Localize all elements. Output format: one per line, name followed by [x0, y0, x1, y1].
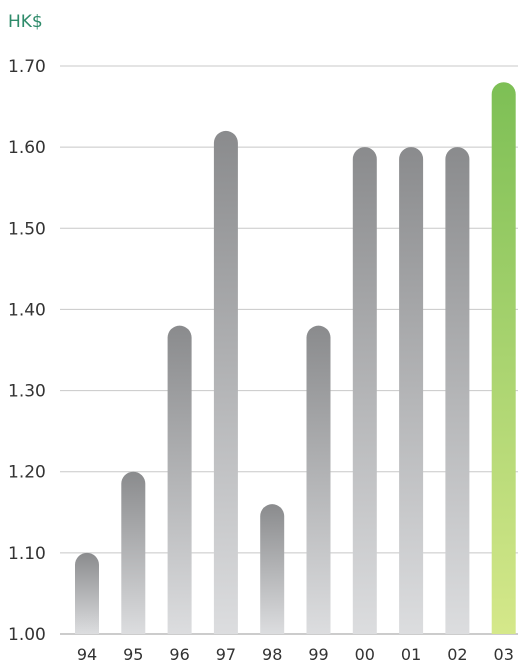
x-tick-label: 95	[123, 645, 143, 664]
bar	[306, 325, 331, 634]
y-tick-label: 1.40	[8, 300, 46, 320]
bar	[167, 325, 192, 634]
x-tick-label: 94	[77, 645, 97, 664]
x-tick-label: 00	[355, 645, 375, 664]
bar	[352, 147, 377, 634]
y-tick-label: 1.70	[8, 57, 46, 77]
y-tick-label: 1.10	[8, 544, 46, 564]
x-tick-label: 98	[262, 645, 282, 664]
bar	[445, 147, 470, 634]
x-axis-tick-labels: 94 95 96 97 98 99 00 01 02 03	[77, 645, 514, 664]
y-tick-label: 1.60	[8, 138, 46, 158]
bar	[213, 130, 238, 634]
x-tick-label: 01	[401, 645, 421, 664]
x-tick-label: 03	[494, 645, 514, 664]
y-tick-label: 1.30	[8, 382, 46, 402]
bar	[260, 504, 285, 634]
x-tick-label: 99	[308, 645, 328, 664]
bar-highlight	[491, 82, 516, 634]
bar	[75, 552, 99, 634]
y-tick-label: 1.00	[8, 625, 46, 645]
x-tick-label: 97	[216, 645, 236, 664]
x-tick-label: 02	[447, 645, 467, 664]
bar	[121, 471, 146, 634]
y-axis-tick-labels: 1.00 1.10 1.20 1.30 1.40 1.50 1.60 1.70	[8, 57, 46, 645]
y-tick-label: 1.20	[8, 463, 46, 483]
bar	[399, 147, 424, 634]
y-tick-label: 1.50	[8, 219, 46, 239]
x-tick-label: 96	[169, 645, 189, 664]
bars	[75, 82, 516, 634]
y-axis-unit-label: HK$	[8, 12, 43, 32]
